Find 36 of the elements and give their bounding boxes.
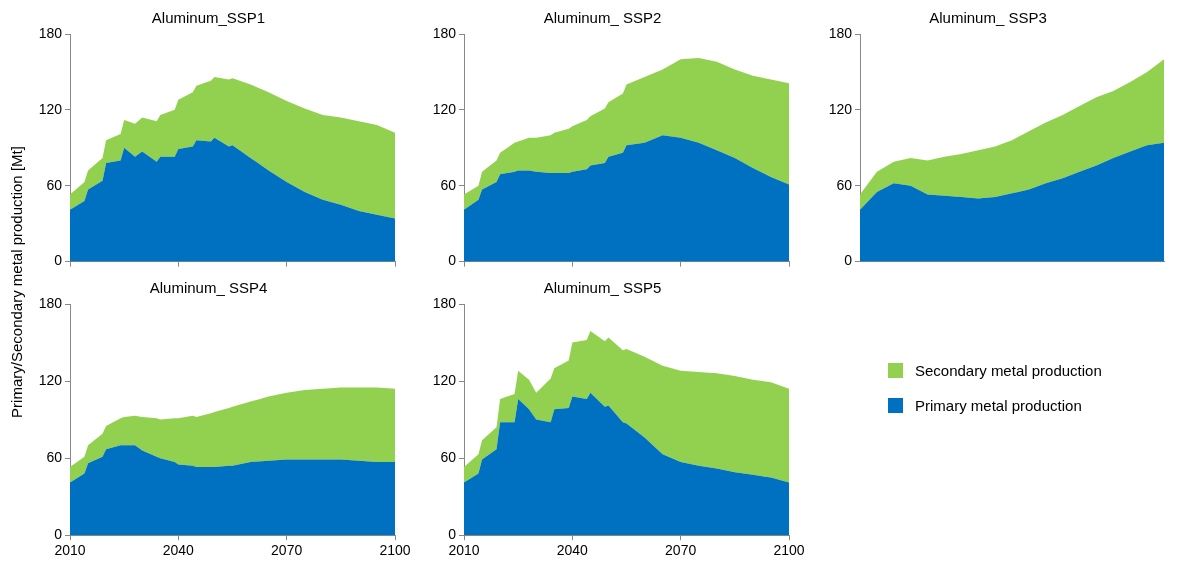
x-tick-label: 2070	[665, 542, 697, 559]
x-tick-label: 2070	[271, 542, 303, 559]
y-tick-label: 120	[828, 100, 853, 117]
y-tick-label: 120	[38, 371, 63, 388]
x-tick-label: 2100	[379, 542, 411, 559]
y-tick-label: 0	[448, 252, 457, 269]
x-tick-label: 2010	[448, 542, 480, 559]
y-axis-title: Primary/Secondary metal production [Mt]	[8, 145, 26, 420]
x-tick-label: 2040	[162, 542, 195, 559]
y-tick-label: 180	[828, 24, 853, 41]
y-tick-label: 120	[432, 371, 457, 388]
y-tick-label: 0	[54, 526, 63, 543]
chart-title: Aluminum_ SSP3	[929, 9, 1047, 27]
x-tick-label: 2040	[556, 542, 589, 559]
y-tick-label: 60	[46, 448, 63, 465]
chart-title: Aluminum_ SSP4	[149, 279, 268, 297]
chart-title: Aluminum_SSP1	[151, 9, 266, 27]
y-tick-label: 180	[432, 24, 457, 41]
legend-label: Secondary metal production	[915, 362, 1102, 379]
y-tick-label: 180	[38, 24, 63, 41]
y-tick-label: 60	[440, 176, 457, 193]
y-tick-label: 180	[432, 294, 457, 311]
x-tick-label: 2010	[54, 542, 86, 559]
chart-title: Aluminum_ SSP5	[543, 279, 662, 297]
y-tick-label: 0	[448, 526, 457, 543]
legend-label: Primary metal production	[915, 397, 1082, 414]
y-tick-label: 0	[54, 252, 63, 269]
y-tick-label: 120	[38, 100, 63, 117]
y-tick-label: 180	[38, 294, 63, 311]
y-tick-label: 60	[440, 448, 457, 465]
y-tick-label: 0	[844, 252, 853, 269]
y-tick-label: 60	[836, 176, 853, 193]
chart-title: Aluminum_ SSP2	[543, 9, 662, 27]
y-tick-label: 60	[46, 176, 63, 193]
x-tick-label: 2100	[773, 542, 805, 559]
y-tick-label: 120	[432, 100, 457, 117]
